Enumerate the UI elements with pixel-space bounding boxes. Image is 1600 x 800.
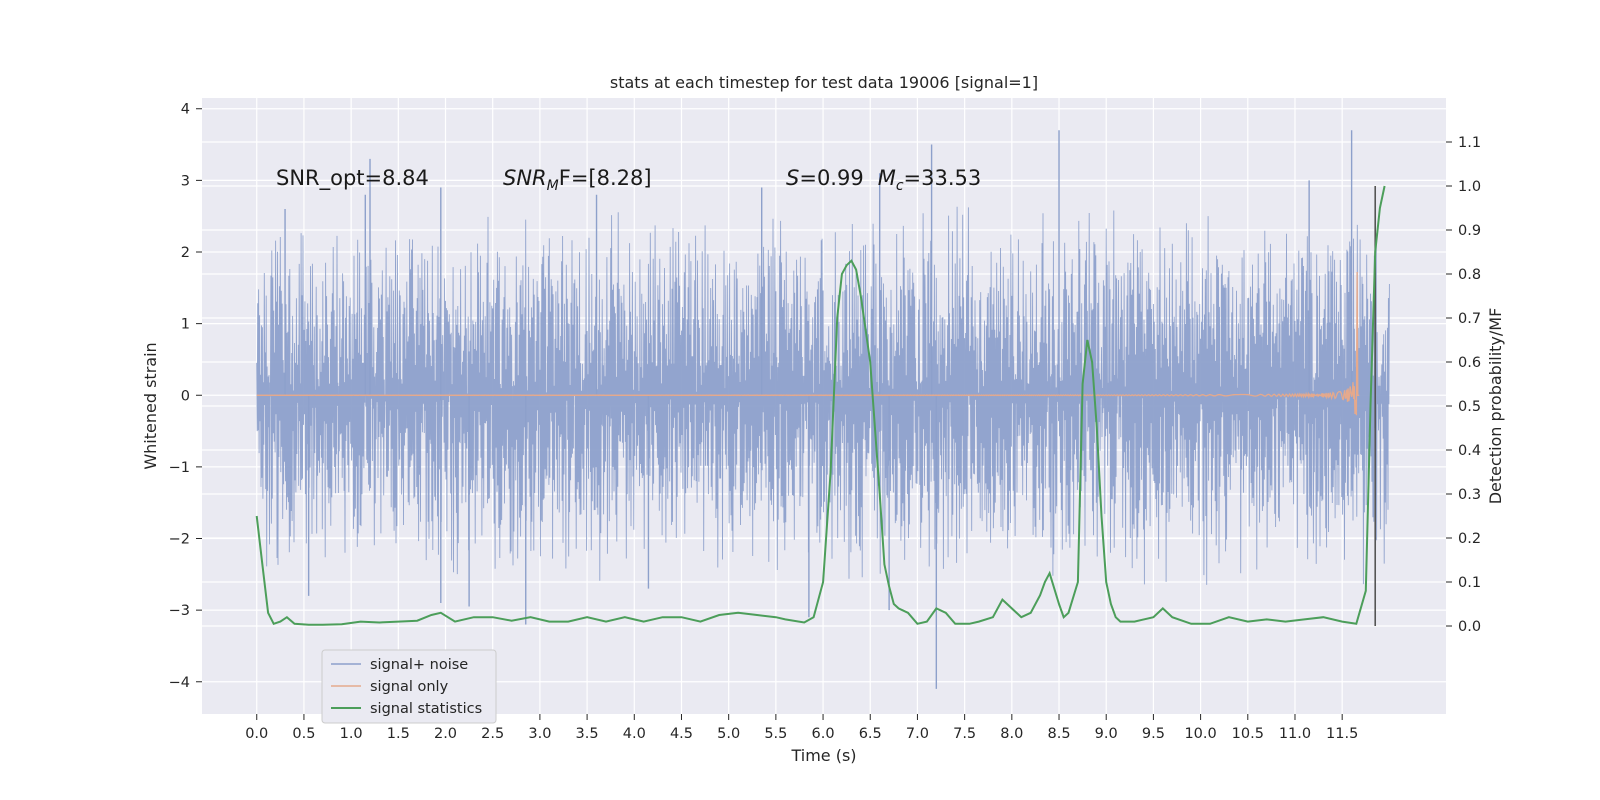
y-tick-label-left: −1 bbox=[169, 460, 190, 476]
x-tick-label: 7.5 bbox=[953, 726, 976, 742]
x-axis-label: Time (s) bbox=[790, 746, 856, 765]
legend-label-noise: signal+ noise bbox=[370, 657, 468, 673]
y-tick-label-right: 0.6 bbox=[1458, 355, 1481, 371]
x-tick-label: 4.0 bbox=[623, 726, 646, 742]
y-tick-label-left: 1 bbox=[181, 317, 190, 333]
legend-label-signal: signal only bbox=[370, 679, 449, 695]
y-axis-label-left: Whitened strain bbox=[141, 342, 160, 469]
x-tick-label: 0.5 bbox=[292, 726, 315, 742]
x-tick-label: 11.0 bbox=[1279, 726, 1311, 742]
y-tick-label-right: 1.0 bbox=[1458, 179, 1481, 195]
x-tick-label: 9.0 bbox=[1095, 726, 1118, 742]
y-tick-label-right: 0.0 bbox=[1458, 619, 1481, 635]
y-tick-label-right: 0.2 bbox=[1458, 531, 1481, 547]
y-tick-label-right: 0.4 bbox=[1458, 443, 1481, 459]
y-tick-label-right: 0.3 bbox=[1458, 487, 1481, 503]
y-tick-label-left: −3 bbox=[169, 603, 190, 619]
x-tick-label: 6.5 bbox=[859, 726, 882, 742]
x-tick-label: 10.5 bbox=[1232, 726, 1264, 742]
y-tick-label-left: −4 bbox=[169, 675, 190, 691]
x-tick-label: 9.5 bbox=[1142, 726, 1165, 742]
y-tick-label-right: 0.1 bbox=[1458, 575, 1481, 591]
y-tick-label-left: 0 bbox=[181, 388, 190, 404]
x-tick-label: 3.0 bbox=[528, 726, 551, 742]
y-tick-label-left: 2 bbox=[181, 245, 190, 261]
stats-trace bbox=[255, 185, 1386, 626]
x-tick-label: 1.0 bbox=[340, 726, 363, 742]
x-tick-label: 5.0 bbox=[717, 726, 740, 742]
legend-box bbox=[321, 649, 497, 724]
y-tick-label-left: 3 bbox=[181, 173, 190, 189]
x-tick-label: 10.0 bbox=[1184, 726, 1216, 742]
axes: 0.0 0.5 1.0 1.5 2.0 2.5 3.0 3.5 4.0 4.5 5.0 5.5 6.0 6… bbox=[169, 102, 1481, 742]
series-signal-statistics bbox=[255, 185, 1386, 626]
y-axis-label-right: Detection probability/MF bbox=[1486, 308, 1505, 505]
noise-trace bbox=[256, 206, 1390, 585]
s-label: S bbox=[786, 166, 799, 190]
y-tick-label-right: 0.5 bbox=[1458, 399, 1481, 415]
snr-mf-base: SNR bbox=[503, 166, 547, 190]
legend-label-stats: signal statistics bbox=[370, 701, 482, 717]
x-tick-label: 2.5 bbox=[481, 726, 504, 742]
mc-label: M bbox=[878, 166, 896, 190]
x-tick-label: 0.0 bbox=[245, 726, 268, 742]
y-tick-label-right: 0.8 bbox=[1458, 267, 1481, 283]
x-tick-label: 8.0 bbox=[1000, 726, 1023, 742]
x-tick-label: 11.5 bbox=[1326, 726, 1358, 742]
x-tick-label: 1.5 bbox=[387, 726, 410, 742]
chart-title: stats at each timestep for test data 190… bbox=[610, 73, 1038, 92]
y-tick-label-right: 0.7 bbox=[1458, 311, 1481, 327]
annotation-s-mc: S=0.99 Mc=33.53 bbox=[786, 166, 981, 194]
annotation-snr-opt: SNR_opt=8.84 bbox=[276, 166, 429, 191]
x-tick-label: 4.5 bbox=[670, 726, 693, 742]
y-tick-label-right: 0.9 bbox=[1458, 223, 1481, 239]
series-signal-noise bbox=[256, 130, 1390, 689]
y-tick-label-left: −2 bbox=[169, 532, 190, 548]
x-tick-label: 6.0 bbox=[812, 726, 835, 742]
s-value: =0.99 bbox=[799, 166, 863, 190]
y-tick-label-left: 4 bbox=[181, 102, 190, 118]
x-tick-label: 7.0 bbox=[906, 726, 929, 742]
legend: signal+ noise signal only signal statist… bbox=[321, 649, 497, 724]
snr-mf-rest: F=[8.28] bbox=[559, 166, 652, 190]
annotation-snr-mf: SNRMF=[8.28] bbox=[503, 166, 652, 194]
signal-trace bbox=[256, 271, 1360, 416]
x-tick-label: 8.5 bbox=[1047, 726, 1070, 742]
mc-sub: c bbox=[896, 178, 904, 194]
x-tick-label: 3.5 bbox=[576, 726, 599, 742]
x-tick-label: 5.5 bbox=[764, 726, 787, 742]
snr-mf-sub: M bbox=[547, 178, 559, 194]
x-tick-label: 2.0 bbox=[434, 726, 457, 742]
series-signal-only bbox=[256, 271, 1360, 416]
mc-value: =33.53 bbox=[904, 166, 982, 190]
y-tick-label-right: 1.1 bbox=[1458, 135, 1481, 151]
